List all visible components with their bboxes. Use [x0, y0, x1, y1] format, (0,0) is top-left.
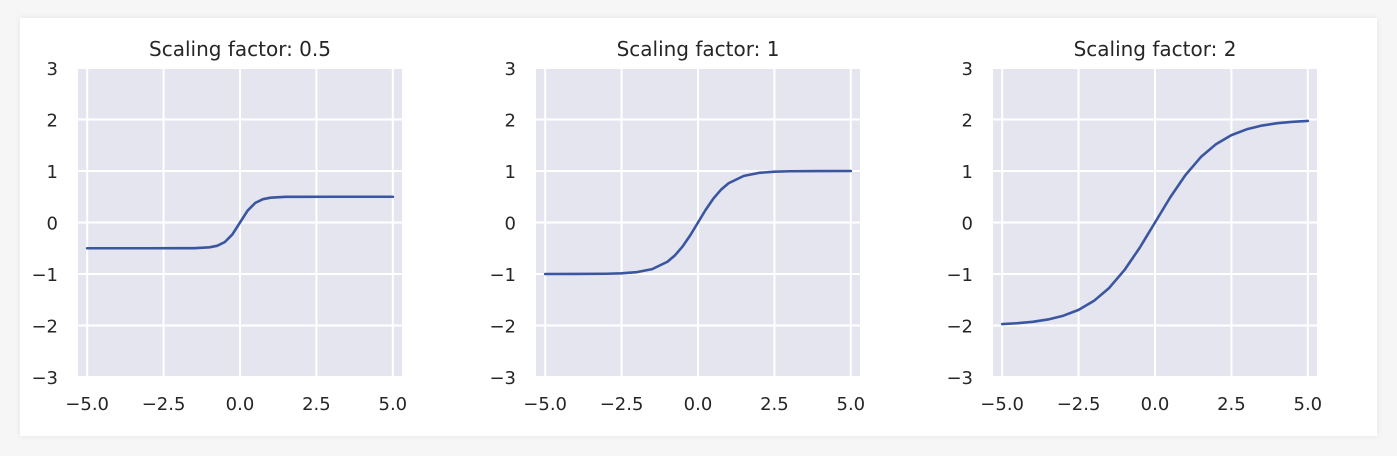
- y-tick-label: −3: [946, 368, 973, 389]
- x-tick-label: 0.0: [226, 394, 255, 415]
- y-tick-label: 1: [962, 162, 973, 183]
- y-tick-label: −2: [946, 317, 973, 338]
- subplot-title: Scaling factor: 2: [1074, 37, 1237, 61]
- x-tick-label: −2.5: [1057, 394, 1101, 415]
- x-tick-label: 0.0: [1141, 394, 1170, 415]
- y-tick-label: 1: [505, 162, 516, 183]
- subplot-title: Scaling factor: 1: [617, 37, 780, 61]
- y-tick-label: −1: [489, 265, 516, 286]
- x-tick-label: 2.5: [1217, 394, 1246, 415]
- subplot-2: Scaling factor: 1 −5.0 −2.5 0.0 2.5 5.0 3 2 1 0 −1…: [489, 37, 865, 415]
- subplot-1: Scaling factor: 0.5 −5.0 −2.5 0.0 2.5 5.0 3 2 1 0…: [31, 37, 407, 415]
- x-tick-label: 5.0: [1294, 394, 1323, 415]
- x-tick-label: −5.0: [980, 394, 1024, 415]
- y-tick-label: −1: [946, 265, 973, 286]
- series-line: [85, 195, 395, 250]
- y-tick-label: 0: [505, 214, 516, 235]
- y-tick-label: 2: [47, 111, 58, 132]
- subplot-3: Scaling factor: 2 −5.0 −2.5 0.0 2.5 5.0 3 2 1 0 −1…: [946, 37, 1322, 415]
- series-line: [543, 169, 853, 276]
- y-tick-label: 2: [962, 111, 973, 132]
- y-tick-label: 3: [47, 59, 58, 80]
- x-tick-label: 2.5: [302, 394, 331, 415]
- x-tick-label: 0.0: [684, 394, 713, 415]
- y-tick-label: 3: [505, 59, 516, 80]
- x-tick-label: 2.5: [760, 394, 789, 415]
- x-tick-label: −5.0: [523, 394, 567, 415]
- subplot-title: Scaling factor: 0.5: [149, 37, 331, 61]
- y-tick-label: −1: [31, 265, 58, 286]
- x-tick-label: −2.5: [600, 394, 644, 415]
- x-tick-label: 5.0: [837, 394, 866, 415]
- y-tick-label: 0: [47, 214, 58, 235]
- y-tick-label: −3: [489, 368, 516, 389]
- y-tick-label: −3: [31, 368, 58, 389]
- x-tick-label: −5.0: [65, 394, 109, 415]
- y-tick-label: −2: [31, 317, 58, 338]
- y-tick-label: 2: [505, 111, 516, 132]
- y-tick-label: 0: [962, 214, 973, 235]
- y-tick-label: 3: [962, 59, 973, 80]
- x-tick-label: −2.5: [142, 394, 186, 415]
- series-line: [1000, 119, 1310, 326]
- y-tick-label: 1: [47, 162, 58, 183]
- x-tick-label: 5.0: [379, 394, 408, 415]
- y-tick-label: −2: [489, 317, 516, 338]
